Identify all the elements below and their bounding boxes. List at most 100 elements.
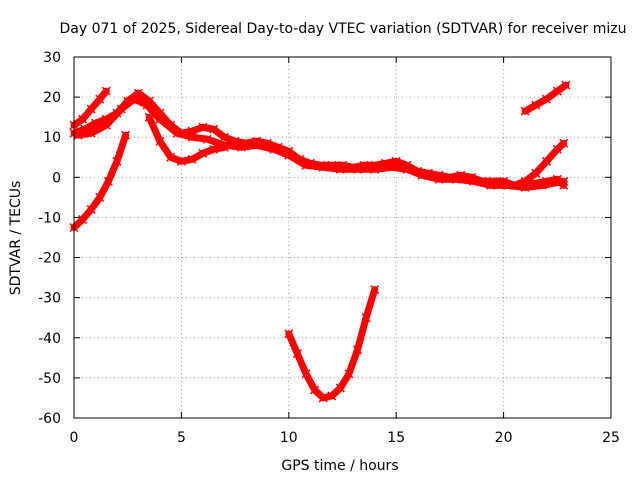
series-dip-arc	[144, 112, 229, 166]
data-point	[486, 180, 496, 190]
data-point	[335, 383, 345, 393]
y-tick-label: -20	[38, 251, 61, 267]
data-point	[103, 176, 113, 186]
data-point	[301, 160, 311, 170]
data-series	[69, 80, 571, 403]
x-tick-label: 0	[70, 430, 79, 446]
data-point	[292, 349, 302, 359]
y-tick-label: 0	[52, 170, 61, 186]
data-point	[468, 176, 479, 186]
data-point	[86, 204, 96, 214]
data-point	[172, 128, 182, 138]
y-tick-label: -60	[38, 411, 61, 427]
x-tick-label: 15	[387, 430, 405, 446]
data-point	[78, 114, 88, 124]
y-tick-label: -10	[38, 210, 61, 226]
series-late-high-arc	[520, 80, 571, 116]
series-negative-arc	[284, 285, 380, 403]
data-point	[121, 130, 131, 140]
data-point	[537, 180, 547, 190]
data-point	[531, 168, 541, 178]
series-band	[70, 131, 130, 231]
data-point	[370, 164, 380, 174]
data-point	[219, 132, 229, 142]
data-point	[155, 114, 165, 124]
data-point	[202, 134, 212, 144]
data-point	[284, 150, 294, 160]
data-point	[155, 136, 165, 146]
data-point	[142, 100, 152, 110]
data-point	[434, 174, 444, 184]
series-late-rise-arc	[509, 138, 569, 190]
data-point	[542, 156, 552, 166]
data-point	[176, 156, 186, 166]
data-point	[86, 128, 96, 138]
data-point	[542, 94, 552, 104]
x-tick-label: 5	[177, 430, 186, 446]
data-point	[318, 393, 328, 403]
series-main-band-lower	[73, 94, 569, 192]
data-point	[559, 138, 569, 148]
tick-labels: 0 5 10 15 20 25 -60 -50 -40 -30 -20 -10 0 10 20 30	[38, 50, 620, 446]
data-point	[335, 164, 345, 174]
x-tick-label: 20	[495, 430, 513, 446]
data-point	[344, 369, 354, 379]
x-tick-label: 25	[602, 430, 620, 446]
data-point	[361, 313, 371, 323]
data-point	[520, 176, 530, 186]
data-point	[552, 86, 562, 96]
data-point	[370, 285, 380, 295]
data-point	[503, 180, 513, 190]
series-band	[285, 286, 379, 402]
data-point	[209, 124, 219, 134]
data-point	[166, 152, 176, 162]
y-tick-label: -50	[38, 371, 61, 387]
data-point	[116, 104, 126, 114]
data-point	[417, 170, 427, 180]
data-point	[133, 88, 143, 98]
y-axis-label: SDTVAR / TECUs	[8, 181, 24, 296]
data-point	[237, 142, 247, 152]
data-point	[187, 154, 197, 164]
data-point	[129, 94, 139, 104]
data-point	[252, 140, 262, 150]
data-point	[559, 176, 569, 186]
data-point	[327, 391, 337, 401]
data-point	[86, 104, 96, 114]
data-point	[387, 162, 397, 172]
data-point	[269, 144, 279, 154]
data-point	[219, 142, 229, 152]
data-point	[187, 132, 197, 142]
data-point	[95, 192, 105, 202]
x-axis-label: GPS time / hours	[281, 458, 398, 474]
data-point	[353, 164, 363, 174]
chart-title: Day 071 of 2025, Sidereal Day-to-day VTE…	[60, 21, 627, 37]
plot-frame	[73, 56, 612, 419]
y-tick-label: -30	[38, 291, 61, 307]
y-tick-label: 10	[43, 130, 61, 146]
data-point	[73, 130, 83, 140]
series-early-rise-arc	[69, 130, 131, 233]
series-band	[74, 95, 568, 191]
data-point	[101, 120, 111, 130]
data-point	[78, 214, 88, 224]
data-point	[520, 106, 530, 116]
y-tick-label: 20	[43, 90, 61, 106]
data-point	[112, 156, 122, 166]
data-point	[101, 86, 111, 96]
data-point	[561, 80, 571, 90]
y-tick-label: 30	[43, 50, 61, 66]
data-point	[318, 162, 328, 172]
x-tick-label: 10	[280, 430, 298, 446]
data-point	[353, 345, 363, 355]
data-point	[144, 112, 154, 122]
data-point	[198, 148, 208, 158]
data-point	[391, 156, 401, 166]
data-point	[301, 369, 311, 379]
data-point	[509, 180, 519, 190]
series-early-short-arc	[69, 86, 111, 130]
data-point	[209, 144, 219, 154]
data-point	[310, 385, 320, 395]
data-point	[531, 100, 541, 110]
